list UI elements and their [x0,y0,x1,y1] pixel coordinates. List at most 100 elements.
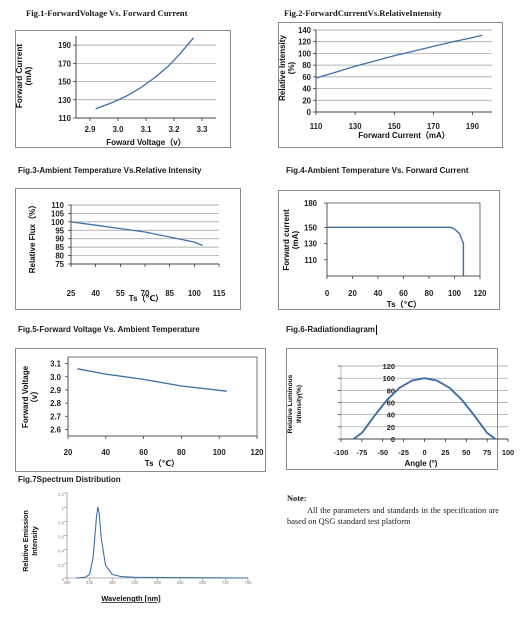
fig7-ytick-label: 0.4 [58,549,64,554]
fig6-xtick-label: -100 [334,448,349,457]
fig2-ytick-label: 20 [302,96,311,105]
fig6-xtick-label: 75 [483,448,491,457]
fig7-xtick-label: 630 [177,580,185,585]
fig4-xtick-label: 100 [448,289,462,298]
fig2-frame [278,22,503,148]
fig4-ytick-label: 130 [304,240,318,249]
fig2-xtick-label: 150 [388,122,402,131]
fig1-xtick-label: 3.1 [141,125,153,134]
fig2-xtick-label: 110 [310,122,323,131]
fig6-title: Fig.6-Radiationdiagram [286,325,377,335]
fig3-ytick-label: 100 [51,218,65,227]
fig7-title: Fig.7Spectrum Distribution [18,475,121,484]
fig5-xtick-label: 120 [250,448,264,457]
fig6-ytick-label: 0 [391,435,395,444]
fig4-title: Fig.4-Ambient Temperature Vs. Forward Cu… [286,166,469,175]
note-block: Note: All the parameters and standards i… [287,493,499,527]
fig3-ytick-label: 110 [51,201,64,210]
fig1-ytick-label: 190 [58,41,72,50]
fig3-xtick-label: 25 [67,289,76,298]
fig7-y-axis-label: Relative EmissionIntensity [21,510,39,572]
fig2-xtick-label: 170 [427,122,441,131]
fig1-ytick-label: 170 [58,59,72,68]
fig2-y-axis-label: Relative Intensity(%) [278,35,296,101]
fig2-ytick-label: 120 [298,38,312,47]
fig1-ytick-label: 110 [58,114,71,123]
fig5-ytick-label: 2.7 [50,412,61,421]
fig3-xtick-label: 115 [213,289,226,298]
fig5-ytick-label: 3.1 [50,360,62,369]
fig7-series-line [75,506,249,579]
fig4-ytick-label: 110 [304,256,317,265]
fig7-xtick-label: 680 [199,580,207,585]
fig6-series-line [352,377,497,440]
fig5-ytick-label: 2.8 [50,399,62,408]
fig2-x-axis-label: Forward Current（mA） [358,130,450,140]
fig4-y-axis-label: Forward current(mA) [282,209,300,271]
fig2-title: Fig.2-ForwardCurrentVs.RelativeIntensity [284,8,442,18]
fig3-ytick-label: 80 [55,252,64,261]
fig2-ytick-label: 80 [302,61,311,70]
fig3-xtick-label: 55 [116,289,125,298]
fig2-ytick-label: 40 [302,85,311,94]
fig7-xtick-label: 730 [222,580,230,585]
fig3-y-axis-label: Relative Flux（%） [27,201,37,273]
fig4-x-axis-label: Ts（℃） [387,299,421,309]
fig5-ytick-label: 2.6 [50,425,62,434]
note-body: All the parameters and standards in the … [287,506,499,526]
fig1-ytick-label: 130 [58,96,72,105]
fig3-title: Fig.3-Ambient Temperature Vs.Relative In… [18,166,202,175]
fig7-ytick-label: 1.2 [58,492,64,497]
fig1-y-axis-label: Forward Current(mA) [15,44,33,108]
fig2-series-line [315,34,483,79]
fig6-y-axis-label: Relative Luminous INtensity(%) [287,374,303,433]
fig4-plot-box [326,202,481,277]
fig1-xtick-label: 3.3 [197,125,209,134]
fig6-xtick-label: -50 [377,448,388,457]
fig5-series-line [77,368,227,392]
fig7-ytick-label: 0.2 [58,563,64,568]
fig6-ytick-label: 80 [387,386,395,395]
fig1-title: Fig.1-ForwardVoltage Vs. Forward Current [26,8,188,18]
fig3-xtick-label: 70 [141,289,150,298]
fig5-x-axis-label: Ts（℃） [145,458,179,468]
fig4-xtick-label: 40 [374,289,383,298]
fig3-xtick-label: 100 [188,289,202,298]
fig3-series-line [70,221,203,247]
fig6-x-axis-label: Angle (°) [405,459,438,468]
fig7-ytick-label: 1 [62,506,65,511]
fig6-ytick-label: 100 [383,374,395,383]
fig3-frame [15,188,241,310]
fig7-xtick-label: 480 [109,580,117,585]
fig5-plot-box [67,356,258,437]
fig2-ytick-label: 0 [307,108,312,117]
fig1-ytick-label: 150 [58,78,72,87]
fig1-frame [15,30,231,148]
fig7-xtick-label: 380 [64,580,72,585]
fig5-xtick-label: 40 [101,448,110,457]
fig4-xtick-label: 80 [425,289,434,298]
fig5-y-axis-label: Forward Voltage（v） [21,365,39,428]
fig5-frame [15,348,266,472]
fig6-ytick-label: 120 [383,362,395,371]
fig7-xtick-label: 430 [86,580,94,585]
fig4-xtick-label: 0 [325,289,330,298]
fig4-ytick-label: 150 [304,223,318,232]
fig5-xtick-label: 60 [139,448,148,457]
fig5-xtick-label: 20 [64,448,73,457]
fig1-x-axis-label: Foward Voltage（v） [106,137,185,147]
fig3-ytick-label: 90 [55,235,64,244]
fig2-xtick-label: 130 [349,122,363,131]
fig5-title: Fig.5-Forward Voltage Vs. Ambient Temper… [18,325,200,334]
fig6-xtick-label: 50 [462,448,470,457]
fig6-xtick-label: 0 [422,448,426,457]
fig7-xtick-label: 530 [131,580,139,585]
fig1-xtick-label: 3.0 [113,125,125,134]
fig5-xtick-label: 80 [177,448,186,457]
fig4-xtick-label: 120 [473,289,487,298]
fig6-xtick-label: -25 [398,448,409,457]
fig6-ytick-label: 40 [387,411,395,420]
fig6-ytick-label: 20 [387,423,395,432]
fig7-xtick-label: 580 [154,580,162,585]
fig7-ytick-label: 0.6 [58,535,64,540]
